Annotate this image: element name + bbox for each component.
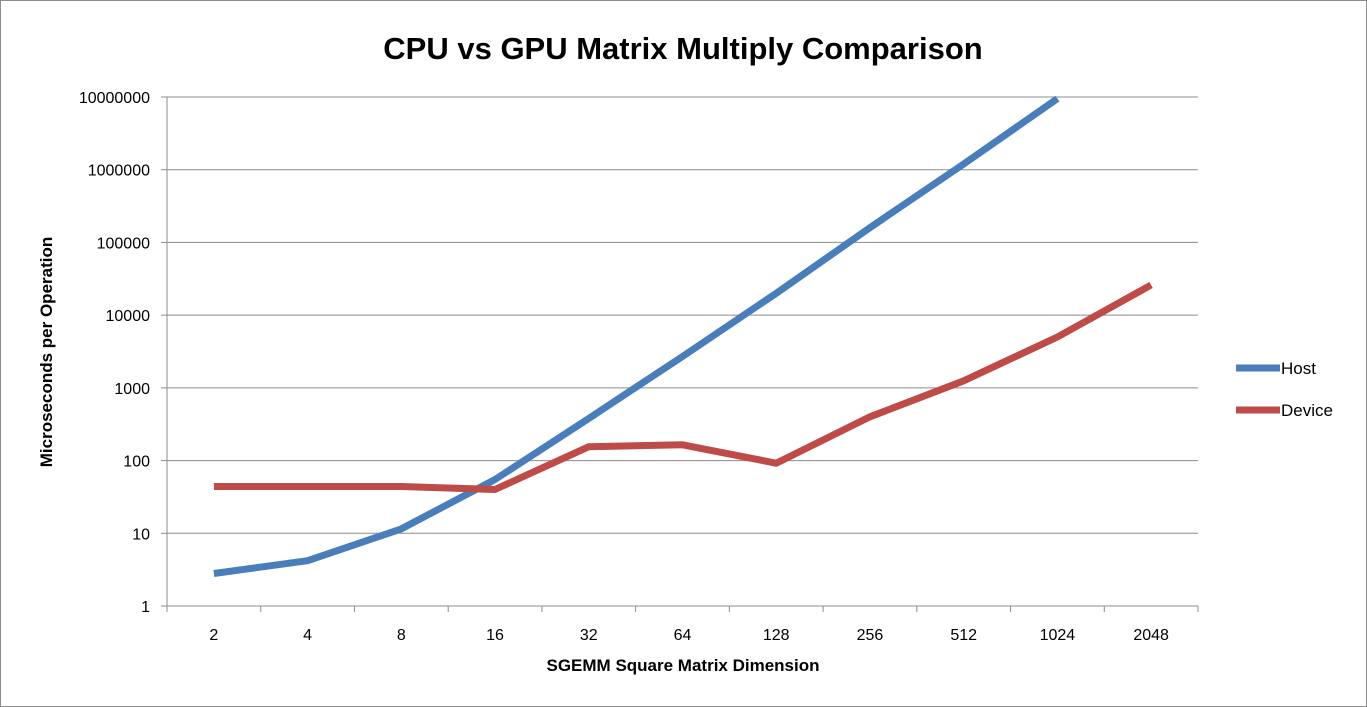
x-tick-label: 8 xyxy=(397,627,406,644)
y-tick-label: 100000 xyxy=(97,235,150,252)
legend-label-host: Host xyxy=(1281,359,1316,378)
x-tick-label: 512 xyxy=(950,627,977,644)
chart-title: CPU vs GPU Matrix Multiply Comparison xyxy=(383,31,982,66)
x-tick-label: 64 xyxy=(674,627,692,644)
x-axis-title: SGEMM Square Matrix Dimension xyxy=(547,656,820,675)
x-tick-label: 2048 xyxy=(1133,627,1169,644)
x-tick-label: 256 xyxy=(857,627,884,644)
x-tick-label: 1024 xyxy=(1040,627,1076,644)
y-tick-label: 100 xyxy=(123,454,150,471)
x-tick-label: 2 xyxy=(209,627,218,644)
x-tick-labels: 2 4 8 16 32 64 128 256 512 1024 2048 xyxy=(209,627,1169,644)
y-tick-labels: 1 10 100 1000 10000 100000 1000000 10000000 xyxy=(79,90,150,616)
y-tick-label: 10000 xyxy=(106,308,151,325)
x-tick-label: 32 xyxy=(580,627,598,644)
series-line-host xyxy=(213,95,1060,577)
x-tick-label: 16 xyxy=(486,627,504,644)
y-axis-title: Microseconds per Operation xyxy=(37,237,56,468)
series-line-device xyxy=(213,281,1153,493)
x-tick-label: 4 xyxy=(303,627,312,644)
x-tick-label: 128 xyxy=(763,627,790,644)
legend: Host Device xyxy=(1236,359,1333,420)
y-tick-label: 10000000 xyxy=(79,90,150,107)
series-lines xyxy=(213,95,1153,577)
y-tick-label: 1 xyxy=(141,599,150,616)
gridlines xyxy=(167,96,1198,534)
legend-label-device: Device xyxy=(1281,401,1333,420)
y-tick-label: 1000 xyxy=(114,381,150,398)
y-tick-label: 1000000 xyxy=(88,163,150,180)
axes xyxy=(161,96,1199,612)
y-tick-label: 10 xyxy=(132,526,150,543)
